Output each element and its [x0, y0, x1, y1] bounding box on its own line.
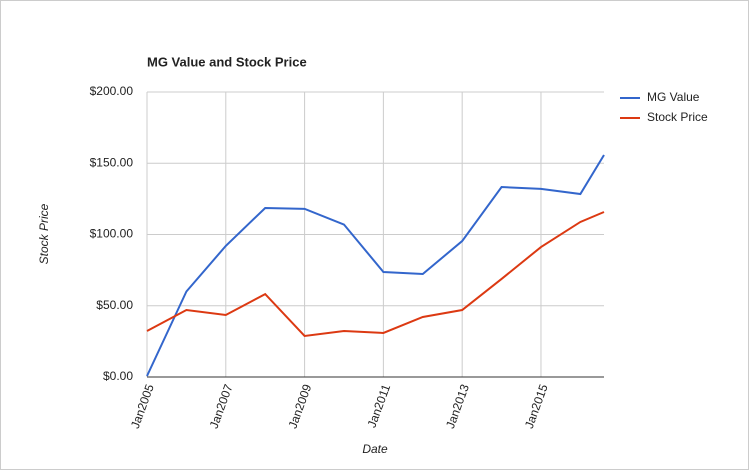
y-tick-label: $50.00: [96, 298, 133, 312]
line: [146, 211, 605, 338]
y-tick-label: $100.00: [90, 227, 134, 241]
legend-label: Stock Price: [647, 110, 708, 124]
y-tick-label: $150.00: [90, 155, 134, 169]
chart-title: MG Value and Stock Price: [147, 54, 307, 69]
x-axis-label: Date: [362, 442, 388, 456]
y-tick-label: $0.00: [103, 369, 133, 383]
legend-label: MG Value: [647, 90, 700, 104]
line: [146, 154, 605, 377]
y-tick-label: $200.00: [90, 84, 134, 98]
y-axis-label: Stock Price: [37, 203, 51, 264]
